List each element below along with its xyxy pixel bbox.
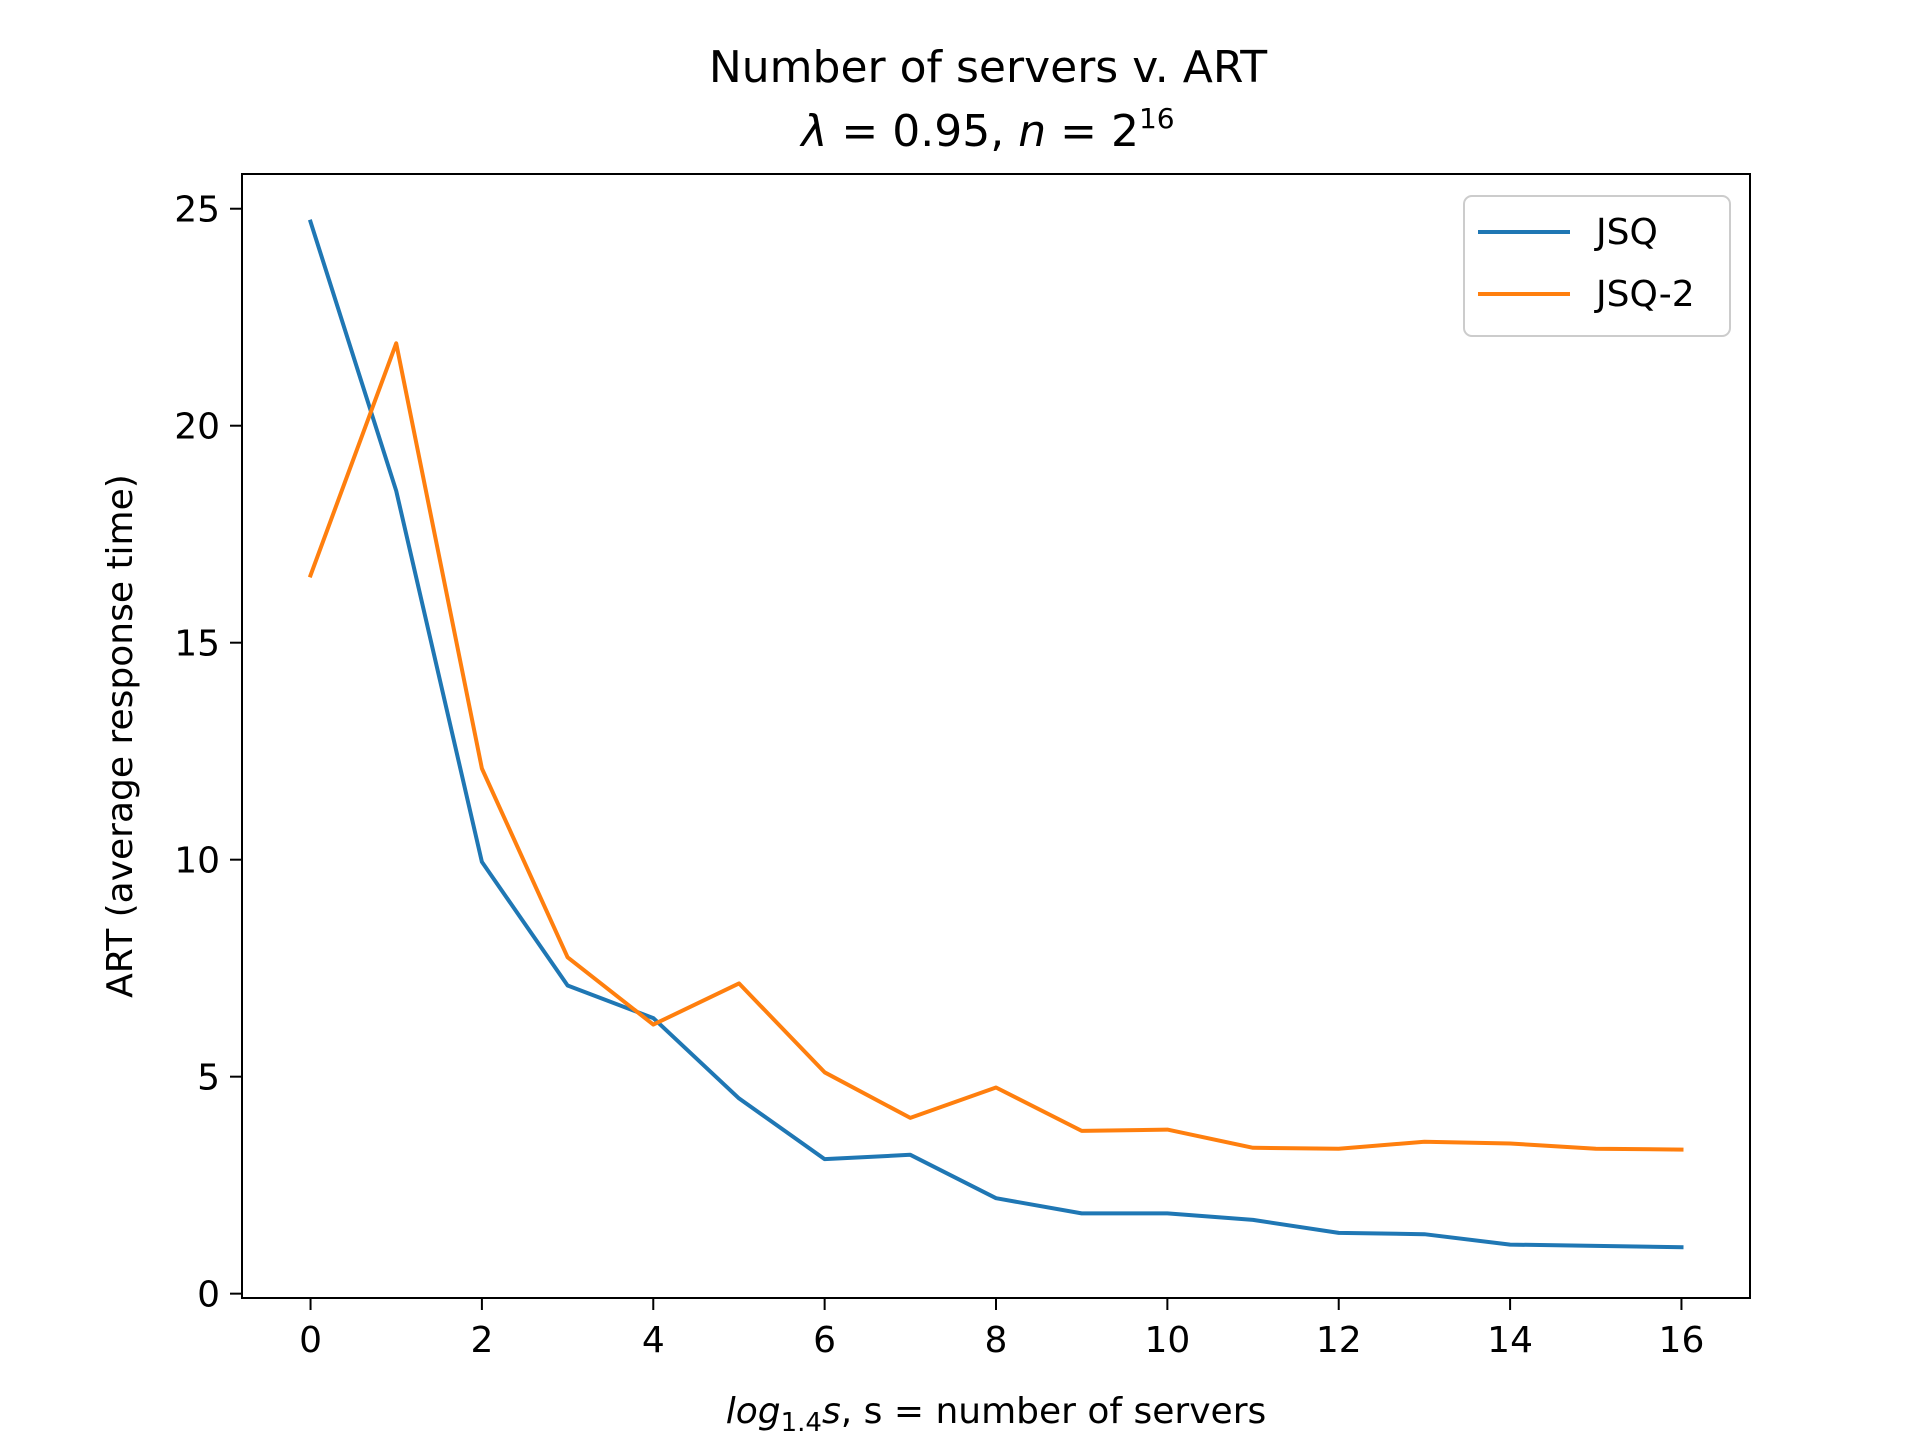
y-axis-label: ART (average response time) bbox=[100, 474, 141, 998]
subtitle-lambda-value: 0.95 bbox=[892, 106, 990, 157]
y-tick-label-20: 20 bbox=[174, 407, 220, 448]
ticks-layer: 0 2 4 6 8 10 12 14 16 0 5 10 15 20 25 bbox=[174, 190, 1704, 1361]
subtitle-n-exponent: 16 bbox=[1139, 102, 1175, 135]
x-tick-label-14: 14 bbox=[1487, 1320, 1533, 1361]
x-tick-label-4: 4 bbox=[642, 1320, 665, 1361]
y-tick-label-5: 5 bbox=[197, 1058, 220, 1099]
chart-subtitle: λ = 0.95, n = 216 bbox=[799, 102, 1174, 157]
x-axis-label: log1.4s, s = number of servers bbox=[726, 1391, 1267, 1438]
x-label-log: log bbox=[726, 1391, 781, 1432]
subtitle-n-base: 2 bbox=[1111, 106, 1139, 157]
legend-label-jsq: JSQ bbox=[1594, 212, 1658, 253]
y-tick-label-25: 25 bbox=[174, 190, 220, 231]
y-tick-label-10: 10 bbox=[174, 841, 220, 882]
x-tick-label-8: 8 bbox=[985, 1320, 1008, 1361]
y-tick-label-0: 0 bbox=[197, 1275, 220, 1316]
subtitle-eq-1: = bbox=[827, 106, 892, 157]
subtitle-eq-2: = bbox=[1046, 106, 1111, 157]
x-tick-label-2: 2 bbox=[470, 1320, 493, 1361]
x-tick-label-12: 12 bbox=[1316, 1320, 1362, 1361]
x-label-base: 1.4 bbox=[781, 1408, 822, 1438]
subtitle-n: n bbox=[1018, 106, 1046, 157]
plot-frame bbox=[241, 173, 1751, 1299]
x-tick-label-6: 6 bbox=[813, 1320, 836, 1361]
subtitle-sep: , bbox=[990, 106, 1018, 157]
chart-title: Number of servers v. ART bbox=[709, 42, 1267, 93]
x-tick-label-10: 10 bbox=[1144, 1320, 1190, 1361]
x-label-var: s bbox=[822, 1391, 841, 1432]
subtitle-lambda: λ bbox=[799, 106, 827, 157]
legend: JSQ JSQ-2 bbox=[1463, 195, 1731, 337]
series-line-jsq bbox=[307, 219, 1684, 1250]
series-layer bbox=[307, 219, 1684, 1250]
legend-label-jsq-2: JSQ-2 bbox=[1594, 274, 1695, 315]
x-label-rest: , s = number of servers bbox=[841, 1391, 1267, 1432]
x-tick-label-16: 16 bbox=[1659, 1320, 1705, 1361]
y-tick-label-15: 15 bbox=[174, 624, 220, 665]
series-line-jsq-2 bbox=[307, 341, 1684, 1152]
x-tick-label-0: 0 bbox=[299, 1320, 322, 1361]
